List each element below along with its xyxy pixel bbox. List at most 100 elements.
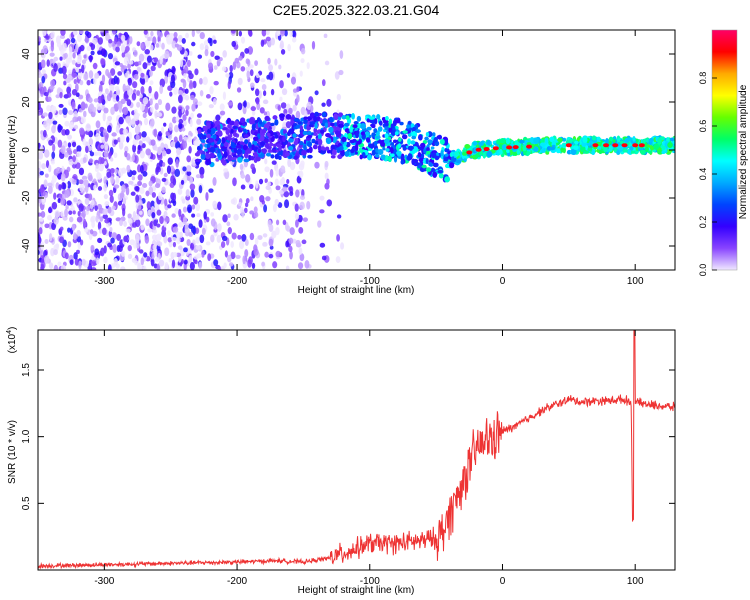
heatmap-cell — [90, 244, 95, 251]
heatmap-cell — [107, 264, 112, 270]
heatmap-cell — [385, 116, 389, 121]
heatmap-cell — [240, 184, 246, 190]
heatmap-cell — [164, 75, 169, 84]
heatmap-cell — [295, 110, 301, 119]
heatmap-cell — [288, 138, 294, 143]
heatmap-cell — [138, 210, 143, 215]
heatmap-cell — [111, 205, 116, 210]
heatmap-cell — [40, 184, 45, 194]
heatmap-hotspot — [565, 143, 572, 148]
heatmap-cell — [113, 75, 118, 85]
heatmap-cell — [324, 160, 329, 168]
heatmap-cell — [170, 141, 177, 148]
heatmap-cell — [108, 230, 113, 238]
heatmap-cell — [589, 140, 593, 146]
heatmap-cell — [410, 123, 415, 129]
spectrogram-x-tick-label: -200 — [227, 276, 247, 287]
heatmap-cell — [145, 218, 150, 227]
heatmap-cell — [71, 141, 77, 148]
heatmap-cell — [53, 249, 58, 256]
heatmap-cell — [59, 91, 63, 99]
heatmap-cell — [533, 146, 539, 153]
heatmap-cell — [88, 70, 94, 79]
heatmap-cell — [247, 46, 254, 55]
heatmap-cell — [212, 177, 217, 186]
heatmap-cell — [209, 146, 216, 153]
heatmap-cell — [224, 170, 230, 180]
heatmap-cell — [177, 245, 183, 250]
heatmap-cell — [85, 123, 91, 132]
heatmap-cell — [302, 217, 308, 222]
heatmap-cell — [478, 141, 485, 146]
heatmap-cell — [96, 102, 102, 111]
heatmap-cell — [50, 160, 56, 165]
heatmap-cell — [51, 105, 57, 115]
heatmap-cell — [367, 154, 372, 161]
heatmap-cell — [319, 209, 325, 214]
heatmap-cell — [62, 73, 68, 80]
heatmap-cell — [255, 156, 261, 162]
heatmap-cell — [245, 66, 251, 71]
heatmap-hotspot — [492, 146, 499, 151]
heatmap-cell — [42, 112, 48, 117]
heatmap-cell — [53, 63, 58, 73]
heatmap-cell — [307, 154, 313, 159]
heatmap-cell — [73, 48, 79, 54]
heatmap-cell — [191, 213, 196, 218]
heatmap-cell — [78, 167, 85, 176]
heatmap-cell — [46, 59, 50, 67]
heatmap-cell — [270, 37, 276, 46]
heatmap-cell — [201, 135, 207, 140]
heatmap-cell — [185, 105, 190, 111]
heatmap-cell — [421, 164, 427, 169]
heatmap-cell — [248, 183, 254, 190]
heatmap-cell — [270, 154, 275, 159]
heatmap-cell — [182, 216, 187, 225]
heatmap-cell — [48, 139, 54, 146]
heatmap-cell — [330, 155, 336, 159]
heatmap-cell — [186, 171, 192, 176]
heatmap-cell — [237, 156, 243, 163]
heatmap-cell — [591, 149, 596, 155]
heatmap-cell — [263, 204, 268, 213]
heatmap-cell — [249, 69, 254, 77]
heatmap-cell — [291, 36, 297, 43]
heatmap-cell — [353, 121, 359, 125]
heatmap-cell — [41, 163, 46, 170]
heatmap-cell — [299, 70, 303, 77]
heatmap-cell — [66, 91, 72, 98]
heatmap-cell — [341, 136, 347, 143]
heatmap-cell — [98, 165, 104, 171]
heatmap-cell — [178, 108, 182, 118]
heatmap-cell — [85, 210, 89, 215]
heatmap-cell — [653, 143, 660, 150]
heatmap-cell — [101, 74, 106, 84]
heatmap-cell — [188, 72, 194, 80]
heatmap-cell — [299, 201, 305, 210]
heatmap-cell — [324, 172, 329, 180]
heatmap-cell — [555, 148, 561, 154]
heatmap-cell — [390, 123, 394, 129]
heatmap-cell — [587, 147, 593, 152]
heatmap-cell — [250, 196, 254, 202]
heatmap-cell — [222, 91, 227, 101]
heatmap-cell — [120, 98, 126, 105]
heatmap-cell — [123, 93, 129, 102]
heatmap-cell — [79, 127, 85, 135]
heatmap-cell — [549, 146, 556, 151]
heatmap-cell — [390, 142, 395, 146]
heatmap-cell — [118, 245, 123, 252]
heatmap-cell — [580, 145, 586, 153]
heatmap-cell — [99, 30, 106, 33]
heatmap-cell — [317, 144, 322, 152]
heatmap-cell — [124, 150, 128, 158]
heatmap-cell — [136, 90, 141, 96]
heatmap-cell — [69, 216, 74, 223]
heatmap-cell — [630, 150, 636, 154]
heatmap-cell — [191, 103, 196, 112]
heatmap-cell — [135, 214, 140, 221]
heatmap-cell — [171, 213, 176, 218]
heatmap-cell — [324, 122, 329, 129]
heatmap-cell — [373, 117, 378, 125]
heatmap-cell — [325, 137, 332, 145]
